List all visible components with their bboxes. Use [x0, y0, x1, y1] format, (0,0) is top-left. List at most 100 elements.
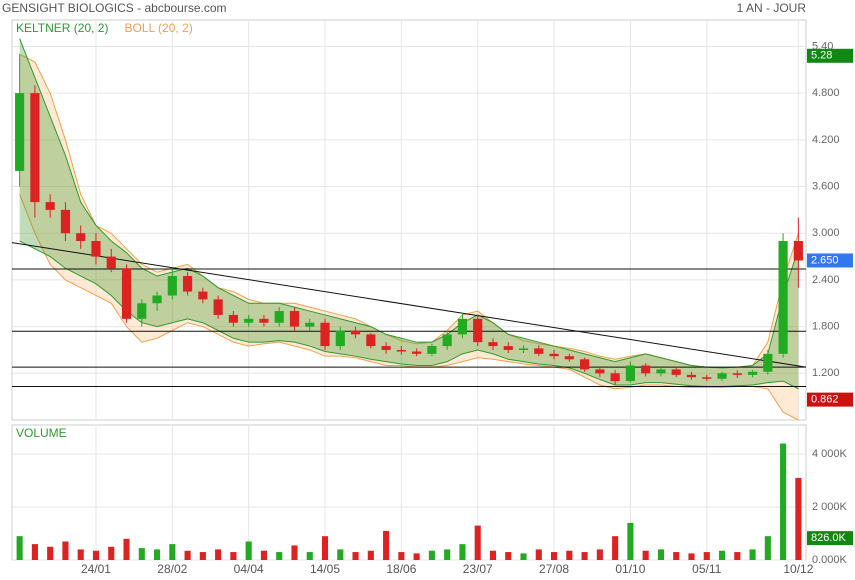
candle-body — [641, 365, 651, 374]
candle-body — [244, 318, 254, 323]
candle-body — [289, 311, 300, 327]
volume-bar — [688, 553, 695, 560]
volume-bar — [535, 549, 542, 560]
candle-body — [671, 369, 681, 375]
candle-body — [259, 318, 269, 323]
candle-body — [518, 348, 529, 350]
y-tick-label: 4.800 — [812, 87, 840, 99]
band-line — [19, 194, 799, 420]
volume-bar — [337, 549, 344, 560]
volume-bar — [642, 550, 649, 560]
volume-bar — [566, 550, 573, 560]
x-tick-label: 05/11 — [692, 562, 721, 576]
candle-body — [473, 318, 483, 343]
candle-body — [564, 356, 574, 360]
y-tick-label: 2.400 — [812, 274, 840, 286]
candle-body — [549, 353, 559, 357]
candle-body — [534, 348, 544, 354]
trend-line — [12, 242, 806, 368]
candle-body — [183, 276, 193, 292]
candle-body — [15, 93, 25, 171]
candle-body — [45, 202, 55, 210]
volume-bar — [321, 536, 329, 560]
volume-bar — [383, 530, 390, 560]
candle-body — [488, 342, 498, 347]
volume-bar — [184, 550, 191, 560]
candle-body — [580, 359, 590, 370]
volume-bar — [230, 552, 237, 560]
candle-body — [442, 334, 452, 347]
volume-bar — [657, 549, 664, 560]
value-box — [807, 531, 853, 546]
volume-bar — [459, 544, 466, 560]
value-box-label: 0.862 — [811, 394, 839, 406]
candle-body — [717, 373, 727, 379]
y-tick-label: 0.000K — [812, 554, 848, 566]
value-box-label: 2.650 — [811, 254, 839, 266]
candle-body — [335, 330, 345, 347]
candle-body — [152, 295, 162, 304]
volume-bar — [398, 552, 405, 560]
volume-bar — [734, 552, 741, 560]
y-tick-label: 1.800 — [812, 321, 840, 333]
legend-entry: KELTNER (20, 2) — [16, 21, 108, 35]
pane-frame — [11, 19, 807, 421]
candle-body — [106, 256, 116, 269]
volume-bar — [306, 552, 313, 560]
volume-bar — [47, 546, 54, 560]
volume-bar — [444, 549, 451, 560]
candle-body — [595, 369, 605, 374]
x-tick-label: 01/10 — [615, 562, 645, 576]
volume-bar — [138, 548, 145, 560]
chart-title: GENSIGHT BIOLOGICS - abcbourse.com — [2, 1, 227, 15]
candle-body — [763, 353, 773, 372]
band-line — [19, 240, 799, 390]
volume-bar — [367, 550, 374, 560]
candle-body — [198, 291, 208, 300]
volume-bar — [291, 545, 298, 560]
volume-bar — [352, 552, 359, 560]
y-tick-label: 2 000K — [812, 501, 848, 513]
volume-bar — [62, 541, 69, 560]
volume-bar — [474, 525, 481, 560]
candle-body — [121, 268, 132, 319]
candle-body — [213, 299, 223, 315]
candle-body — [167, 276, 177, 296]
price-plot — [12, 38, 806, 420]
x-tick-label: 14/05 — [310, 562, 340, 576]
candle-body — [396, 349, 406, 352]
x-tick-label: 10/12 — [783, 562, 813, 576]
x-tick-label: 28/02 — [157, 562, 187, 576]
volume-bar — [780, 443, 787, 560]
candle-body — [457, 318, 468, 335]
volume-bar — [749, 549, 756, 560]
x-tick-label: 27/08 — [539, 562, 569, 576]
volume-bar — [612, 536, 619, 560]
band-line — [19, 38, 799, 369]
volume-bar — [92, 550, 100, 560]
y-tick-label: 1.200 — [812, 367, 840, 379]
volume-bar — [596, 549, 603, 560]
candle-body — [793, 241, 803, 261]
candle-body — [274, 311, 284, 323]
candle-body — [412, 351, 422, 354]
value-box — [807, 392, 853, 407]
candle-body — [747, 371, 758, 375]
volume-bar — [215, 549, 222, 560]
candle-body — [350, 330, 361, 335]
pane-title: VOLUME — [16, 426, 67, 440]
volume-bar — [520, 553, 527, 560]
volume-bar — [245, 541, 252, 560]
candle-body — [503, 346, 513, 350]
volume-bar — [154, 549, 161, 560]
x-tick-label: 18/06 — [386, 562, 416, 576]
value-box — [807, 48, 853, 63]
volume-bar — [77, 549, 84, 560]
volume-bar — [260, 550, 267, 560]
x-tick-label: 04/04 — [234, 562, 264, 576]
volume-bar — [703, 552, 710, 560]
value-box-label: 826.0K — [811, 532, 847, 544]
x-tick-label: 24/01 — [81, 562, 111, 576]
candle-body — [76, 233, 86, 242]
volume-bar — [199, 552, 206, 560]
